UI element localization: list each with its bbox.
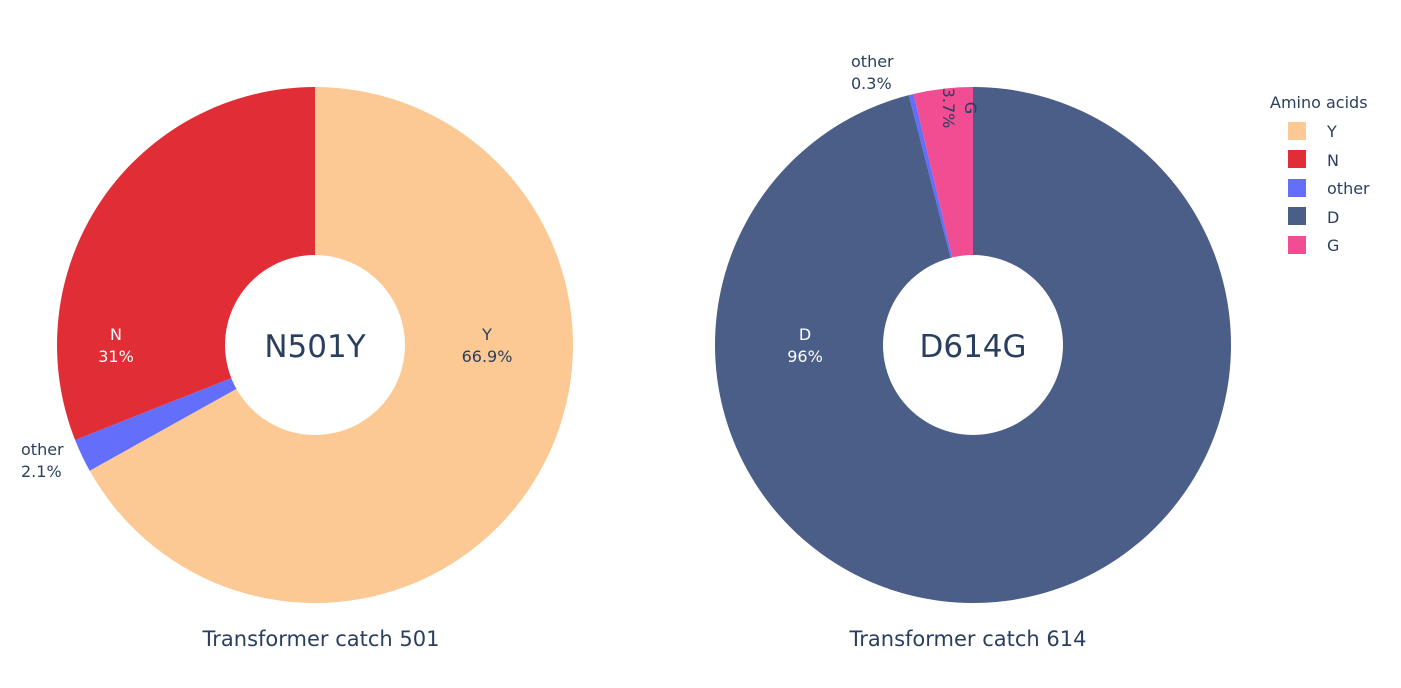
legend-label-n: N [1327, 151, 1339, 170]
pie-chart-501: Y 66.9% other 2.1% N 31% [21, 87, 574, 603]
pie-slice-y[interactable] [89, 87, 574, 603]
legend-swatch-y [1288, 122, 1306, 140]
slice-label-y: Y 66.9% [462, 325, 513, 366]
legend: Amino acids Y N other D G [1270, 93, 1370, 255]
legend-swatch-d [1288, 207, 1306, 225]
pie-slice-other[interactable] [908, 93, 953, 258]
legend-swatch-n [1288, 150, 1306, 168]
legend-item-other[interactable]: other [1288, 179, 1370, 198]
center-label-614: D614G [919, 329, 1026, 365]
slice-label-d: D 96% [787, 325, 823, 366]
legend-label-y: Y [1326, 122, 1337, 141]
legend-title: Amino acids [1270, 93, 1368, 112]
legend-label-d: D [1327, 208, 1339, 227]
legend-swatch-other [1288, 179, 1306, 197]
caption-501: Transformer catch 501 [202, 627, 440, 651]
slice-label-other: other 2.1% [21, 440, 64, 481]
slice-label-n: N 31% [98, 325, 134, 366]
pie-chart-614: D 96% other 0.3% G3.7% [714, 52, 1231, 603]
pie-slice-d[interactable] [714, 87, 1231, 603]
pie-slice-other[interactable] [75, 378, 237, 471]
legend-item-n[interactable]: N [1288, 150, 1339, 170]
legend-item-y[interactable]: Y [1288, 122, 1337, 141]
caption-614: Transformer catch 614 [849, 627, 1087, 651]
center-label-501: N501Y [264, 329, 365, 365]
legend-item-g[interactable]: G [1288, 236, 1339, 255]
legend-label-other: other [1327, 179, 1370, 198]
pie-slice-n[interactable] [56, 87, 316, 440]
legend-item-d[interactable]: D [1288, 207, 1339, 227]
legend-label-g: G [1327, 236, 1339, 255]
slice-label-other: other 0.3% [851, 52, 894, 93]
slice-label-g: G3.7% [939, 88, 980, 129]
legend-swatch-g [1288, 236, 1306, 254]
pie-slice-g[interactable] [913, 87, 973, 258]
